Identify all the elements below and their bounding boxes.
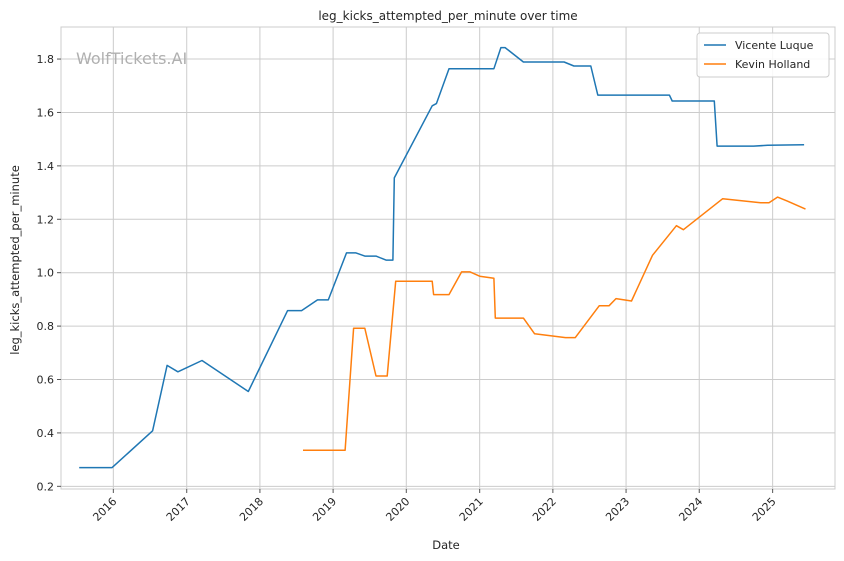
y-tick-labels: 0.2 0.4 0.6 0.8 1.0 1.2 1.4 1.6 1.8: [37, 53, 61, 493]
y-tick-label: 0.6: [37, 374, 55, 387]
watermark: WolfTickets.AI: [76, 49, 187, 68]
legend-label-vicente-luque: Vicente Luque: [735, 39, 814, 52]
plot-frame: [60, 26, 836, 490]
y-tick-label: 1.8: [37, 53, 55, 66]
chart-title: leg_kicks_attempted_per_minute over time: [318, 9, 577, 23]
y-axis-label: leg_kicks_attempted_per_minute: [8, 165, 22, 355]
legend-label-kevin-holland: Kevin Holland: [735, 58, 810, 71]
legend-box: [696, 32, 830, 78]
grid: [61, 27, 835, 489]
y-tick-label: 1.0: [37, 267, 55, 280]
series-line-kevin-holland: [303, 196, 806, 452]
y-tick-label: 0.8: [37, 320, 55, 333]
series-layer: [79, 46, 806, 469]
legend: Vicente Luque Kevin Holland: [696, 32, 830, 78]
y-tick-label: 1.6: [37, 106, 55, 119]
y-tick-label: 0.4: [37, 427, 55, 440]
y-tick-label: 1.2: [37, 213, 55, 226]
series-line-vicente-luque: [79, 46, 805, 469]
x-axis-label: Date: [432, 538, 460, 552]
y-tick-label: 0.2: [37, 480, 55, 493]
y-tick-label: 1.4: [37, 160, 55, 173]
